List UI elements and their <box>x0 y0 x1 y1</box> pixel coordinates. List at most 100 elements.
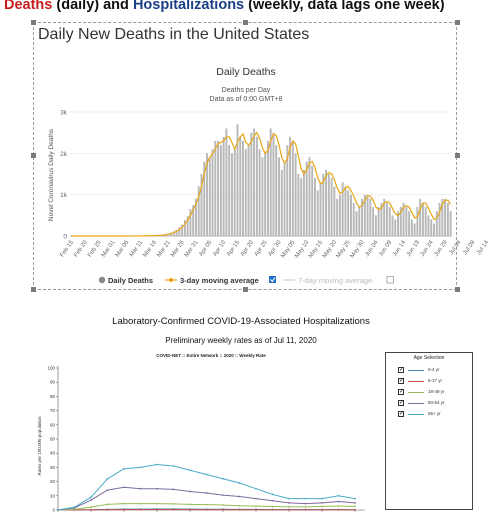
deaths-bar[interactable] <box>186 216 189 236</box>
deaths-bar[interactable] <box>197 186 200 236</box>
hosp-point[interactable] <box>205 503 208 506</box>
hosp-point[interactable] <box>354 502 356 504</box>
deaths-bar[interactable] <box>330 178 333 236</box>
deaths-bar[interactable] <box>181 224 184 236</box>
deaths-bar[interactable] <box>253 128 256 236</box>
hosp-point[interactable] <box>304 508 307 511</box>
deaths-bar[interactable] <box>225 128 228 236</box>
deaths-bar[interactable] <box>311 165 314 236</box>
deaths-bar[interactable] <box>397 211 399 236</box>
hosp-point[interactable] <box>271 505 274 508</box>
hosp-point[interactable] <box>156 487 158 490</box>
deaths-bar[interactable] <box>421 202 424 236</box>
deaths-bar[interactable] <box>441 198 444 236</box>
hosp-point[interactable] <box>354 505 356 508</box>
deaths-bar[interactable] <box>183 219 186 236</box>
deaths-bar[interactable] <box>172 231 175 236</box>
deaths-bar[interactable] <box>341 182 344 236</box>
deaths-bar[interactable] <box>327 174 330 236</box>
deaths-bar[interactable] <box>203 161 206 236</box>
hosp-point[interactable] <box>106 508 109 511</box>
deaths-bar[interactable] <box>361 198 364 236</box>
deaths-bar[interactable] <box>344 186 347 236</box>
deaths-bar[interactable] <box>258 149 261 236</box>
hosp-point[interactable] <box>238 504 241 507</box>
hosp-point[interactable] <box>123 508 125 511</box>
deaths-bar[interactable] <box>427 215 430 236</box>
deaths-bar[interactable] <box>408 211 411 236</box>
hosp-point[interactable] <box>156 508 158 511</box>
deaths-bar[interactable] <box>228 145 231 236</box>
hosp-point[interactable] <box>271 493 274 496</box>
hosp-point[interactable] <box>354 508 356 511</box>
legend-daily-deaths[interactable]: Daily Deaths <box>108 276 153 285</box>
deaths-bar[interactable] <box>302 169 305 236</box>
hosp-point[interactable] <box>189 508 191 511</box>
deaths-bar[interactable] <box>410 219 413 236</box>
deaths-bar[interactable] <box>275 145 278 236</box>
hosp-point[interactable] <box>304 497 307 500</box>
hosp-point[interactable] <box>139 502 142 505</box>
deaths-bar[interactable] <box>300 178 303 236</box>
deaths-bar[interactable] <box>264 153 267 236</box>
age-option-50-64[interactable]: ✓ 50-64 yr <box>398 400 470 407</box>
hosp-point[interactable] <box>172 465 175 467</box>
deaths-bar[interactable] <box>211 149 214 236</box>
age-checkbox-5-17[interactable]: ✓ <box>398 378 405 384</box>
hosp-point[interactable] <box>106 477 109 480</box>
deaths-bar[interactable] <box>316 190 319 236</box>
hosp-point[interactable] <box>172 502 175 505</box>
deaths-bar[interactable] <box>214 140 217 236</box>
age-checkbox-0-4[interactable]: ✓ <box>398 367 405 373</box>
hosp-point[interactable] <box>189 503 191 506</box>
hosp-point[interactable] <box>156 502 158 505</box>
hosp-point[interactable] <box>321 505 323 508</box>
deaths-bar[interactable] <box>192 205 195 236</box>
deaths-bar[interactable] <box>325 169 328 236</box>
deaths-bar[interactable] <box>338 194 341 236</box>
deaths-bar[interactable] <box>363 194 366 236</box>
deaths-bar[interactable] <box>222 136 225 236</box>
age-option-0-4[interactable]: ✓ 0-4 yr <box>398 367 470 374</box>
resize-handle-left[interactable] <box>31 153 36 158</box>
deaths-bar[interactable] <box>385 202 388 236</box>
hosp-point[interactable] <box>255 508 257 511</box>
deaths-bar[interactable] <box>242 140 244 236</box>
deaths-bar[interactable] <box>446 202 449 236</box>
deaths-bar[interactable] <box>175 229 178 236</box>
hosp-point[interactable] <box>255 505 257 508</box>
deaths-bar[interactable] <box>388 207 391 236</box>
hosp-point[interactable] <box>123 486 125 489</box>
hosp-point[interactable] <box>337 494 340 497</box>
hosp-point[interactable] <box>238 508 241 511</box>
hosp-point[interactable] <box>271 508 274 511</box>
deaths-bar[interactable] <box>244 149 247 236</box>
hosp-point[interactable] <box>304 505 307 508</box>
hosp-point[interactable] <box>321 502 323 504</box>
deaths-bar[interactable] <box>444 198 447 236</box>
deaths-bar[interactable] <box>433 223 435 236</box>
deaths-bar[interactable] <box>236 124 239 236</box>
deaths-bar[interactable] <box>178 227 181 236</box>
resize-handle-bottom-left[interactable] <box>31 287 36 292</box>
hosp-point[interactable] <box>271 499 274 502</box>
deaths-bar[interactable] <box>230 153 233 236</box>
deaths-bar[interactable] <box>269 128 272 236</box>
hosp-point[interactable] <box>255 487 257 490</box>
deaths-bar[interactable] <box>347 190 350 236</box>
hosp-point[interactable] <box>222 494 224 496</box>
age-option-65[interactable]: ✓ 65+ yr <box>398 411 470 418</box>
hosp-point[interactable] <box>73 508 76 511</box>
legend-avg3[interactable]: 3-day moving average <box>180 276 259 285</box>
deaths-bar[interactable] <box>319 182 322 236</box>
hosp-point[interactable] <box>222 508 224 511</box>
deaths-bar[interactable] <box>366 194 369 236</box>
hosp-point[interactable] <box>106 503 109 506</box>
legend-avg3-checkbox[interactable] <box>269 276 276 283</box>
resize-handle-right[interactable] <box>455 153 460 158</box>
deaths-bar[interactable] <box>413 223 416 236</box>
deaths-bar[interactable] <box>291 140 294 236</box>
deaths-bar[interactable] <box>308 157 311 236</box>
hosp-point[interactable] <box>106 489 109 492</box>
hosp-point[interactable] <box>304 502 307 505</box>
